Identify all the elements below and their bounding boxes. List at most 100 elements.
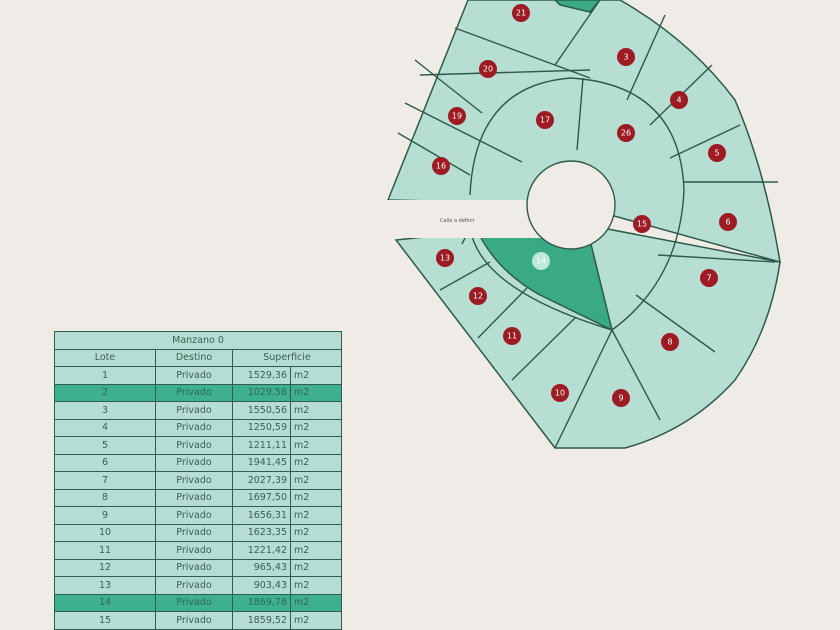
marker-label: 26 xyxy=(621,129,631,138)
marker-label: 20 xyxy=(483,65,493,74)
superficie-cell: 1697,50 xyxy=(232,488,291,507)
marker-circle xyxy=(670,91,688,109)
superficie-cell: 1250,59 xyxy=(232,418,291,437)
marker-circle xyxy=(432,157,450,175)
unit-cell: m2 xyxy=(290,453,342,472)
marker-label: 12 xyxy=(473,292,483,301)
lot-marker[interactable]: 6 xyxy=(719,213,737,231)
lot-marker[interactable]: 19 xyxy=(448,107,466,125)
marker-circle xyxy=(436,249,454,267)
table-row: 10 Privado 1623,35 m2 xyxy=(54,523,342,542)
lote-cell: 1 xyxy=(54,366,156,385)
lot-marker[interactable]: 8 xyxy=(661,333,679,351)
destino-cell: Privado xyxy=(155,541,233,560)
marker-circle xyxy=(617,124,635,142)
unit-cell: m2 xyxy=(290,436,342,455)
lot-marker[interactable]: 4 xyxy=(670,91,688,109)
lot-marker[interactable]: 16 xyxy=(432,157,450,175)
table-row: 9 Privado 1656,31 m2 xyxy=(54,506,342,525)
destino-cell: Privado xyxy=(155,488,233,507)
lote-cell: 13 xyxy=(54,576,156,595)
unit-cell: m2 xyxy=(290,611,342,630)
lot-marker[interactable]: 14 xyxy=(532,252,550,270)
lote-cell: 12 xyxy=(54,558,156,577)
table-row: 15 Privado 1859,52 m2 xyxy=(54,611,342,630)
marker-label: 4 xyxy=(676,96,681,105)
street-label: Calle a definir xyxy=(440,218,476,224)
lot-marker[interactable]: 17 xyxy=(536,111,554,129)
marker-circle xyxy=(512,4,530,22)
superficie-cell: 2027,39 xyxy=(232,471,291,490)
lot-marker[interactable]: 10 xyxy=(551,384,569,402)
marker-label: 8 xyxy=(667,338,672,347)
lot-dividers xyxy=(397,0,778,449)
lote-cell: 4 xyxy=(54,418,156,437)
lot-marker[interactable]: 21 xyxy=(512,4,530,22)
unit-cell: m2 xyxy=(290,558,342,577)
marker-circle xyxy=(633,215,651,233)
lote-cell: 11 xyxy=(54,541,156,560)
table-row: 6 Privado 1941,45 m2 xyxy=(54,453,342,472)
unit-cell: m2 xyxy=(290,366,342,385)
superficie-cell: 1623,35 xyxy=(232,523,291,542)
lot-marker[interactable]: 13 xyxy=(436,249,454,267)
superficie-cell: 903,43 xyxy=(232,576,291,595)
superficie-cell: 1550,56 xyxy=(232,401,291,420)
marker-label: 17 xyxy=(540,116,550,125)
table-row: 11 Privado 1221,42 m2 xyxy=(54,541,342,560)
lote-cell: 6 xyxy=(54,453,156,472)
destino-cell: Privado xyxy=(155,453,233,472)
lot-marker[interactable]: 12 xyxy=(469,287,487,305)
marker-label: 9 xyxy=(618,394,623,403)
marker-label: 6 xyxy=(725,218,730,227)
marker-label: 16 xyxy=(436,162,446,171)
marker-circle xyxy=(536,111,554,129)
lote-cell: 5 xyxy=(54,436,156,455)
destino-cell: Privado xyxy=(155,523,233,542)
marker-circle xyxy=(617,48,635,66)
unit-cell: m2 xyxy=(290,523,342,542)
lot-marker[interactable]: 11 xyxy=(503,327,521,345)
marker-label: 14 xyxy=(536,257,546,266)
header-lote: Lote xyxy=(54,348,156,367)
superficie-cell: 1656,31 xyxy=(232,506,291,525)
lot-marker[interactable]: 5 xyxy=(708,144,726,162)
destino-cell: Privado xyxy=(155,558,233,577)
superficie-cell: 1529,36 xyxy=(232,366,291,385)
header-destino: Destino xyxy=(155,348,233,367)
lot-marker[interactable]: 20 xyxy=(479,60,497,78)
table-row: 4 Privado 1250,59 m2 xyxy=(54,418,342,437)
lote-cell: 8 xyxy=(54,488,156,507)
destino-cell: Privado xyxy=(155,383,233,402)
superficie-cell: 1869,78 xyxy=(232,593,291,612)
table-row: 5 Privado 1211,11 m2 xyxy=(54,436,342,455)
destino-cell: Privado xyxy=(155,506,233,525)
superficie-cell: 965,43 xyxy=(232,558,291,577)
marker-circle xyxy=(532,252,550,270)
lot-marker[interactable]: 7 xyxy=(700,269,718,287)
header-superficie: Superficie xyxy=(232,348,342,367)
destino-cell: Privado xyxy=(155,401,233,420)
lote-cell: 9 xyxy=(54,506,156,525)
marker-circle xyxy=(479,60,497,78)
marker-circle xyxy=(469,287,487,305)
marker-label: 19 xyxy=(452,112,462,121)
lot-marker[interactable]: 15 xyxy=(633,215,651,233)
unit-cell: m2 xyxy=(290,506,342,525)
lote-cell: 10 xyxy=(54,523,156,542)
marker-circle xyxy=(700,269,718,287)
unit-cell: m2 xyxy=(290,576,342,595)
lot-markers: 21 20 19 16 17 3 4 26 5 6 7 8 9 10 11 12 13 14 15 xyxy=(432,4,737,407)
lot-marker[interactable]: 26 xyxy=(617,124,635,142)
lote-cell: 2 xyxy=(54,383,156,402)
lot-marker[interactable]: 3 xyxy=(617,48,635,66)
marker-label: 3 xyxy=(623,53,628,62)
superficie-cell: 1941,45 xyxy=(232,453,291,472)
destino-cell: Privado xyxy=(155,611,233,630)
lot-marker[interactable]: 9 xyxy=(612,389,630,407)
superficie-cell: 1859,52 xyxy=(232,611,291,630)
lote-cell: 7 xyxy=(54,471,156,490)
unit-cell: m2 xyxy=(290,593,342,612)
table-row: 3 Privado 1550,56 m2 xyxy=(54,401,342,420)
